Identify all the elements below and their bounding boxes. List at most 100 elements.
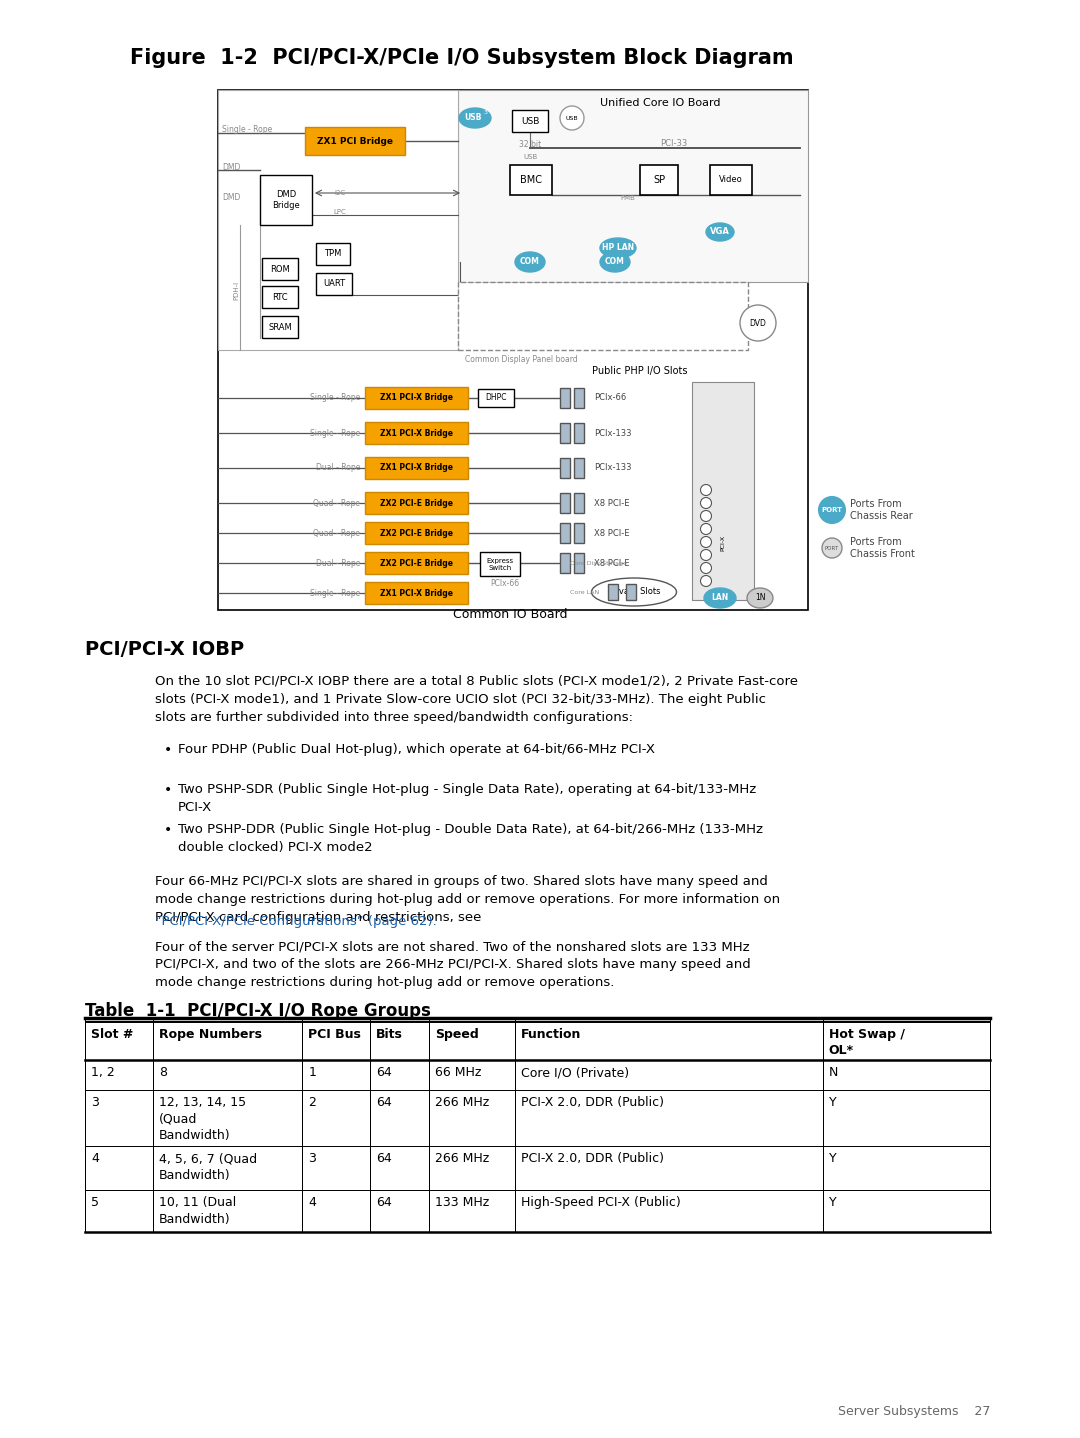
- Text: N: N: [828, 1066, 838, 1078]
- Text: 266 MHz: 266 MHz: [435, 1096, 489, 1109]
- Text: PCIx-133: PCIx-133: [594, 463, 632, 473]
- Text: PCIx-66: PCIx-66: [490, 580, 519, 588]
- Bar: [370, 1022, 429, 1060]
- Text: ZX1 PCI Bridge: ZX1 PCI Bridge: [318, 137, 393, 145]
- Text: Core LAN: Core LAN: [570, 590, 599, 594]
- Text: 4: 4: [91, 1152, 99, 1165]
- Text: VGA: VGA: [710, 227, 730, 236]
- Text: PCI/PCI-X IOBP: PCI/PCI-X IOBP: [85, 640, 244, 659]
- Bar: [262, 316, 298, 338]
- Bar: [823, 1191, 990, 1232]
- Text: TPM: TPM: [324, 250, 341, 259]
- Text: LAN: LAN: [712, 594, 729, 603]
- Bar: [515, 1060, 823, 1090]
- Text: PCIx-66: PCIx-66: [594, 394, 626, 403]
- Text: Four of the server PCI/PCI-X slots are not shared. Two of the nonshared slots ar: Four of the server PCI/PCI-X slots are n…: [156, 940, 751, 989]
- Text: Hot Swap /
OL*: Hot Swap / OL*: [828, 1028, 905, 1057]
- Text: BMC: BMC: [519, 175, 542, 186]
- Text: SP: SP: [653, 175, 665, 186]
- Text: X8 PCI-E: X8 PCI-E: [594, 558, 630, 568]
- Text: X8 PCI-E: X8 PCI-E: [594, 499, 630, 508]
- Text: Common Display Panel board: Common Display Panel board: [465, 355, 578, 364]
- Circle shape: [701, 485, 712, 496]
- Bar: [85, 1060, 153, 1090]
- Circle shape: [822, 538, 842, 558]
- Bar: [365, 421, 468, 444]
- Circle shape: [819, 498, 845, 523]
- Text: 32 bit: 32 bit: [518, 139, 541, 150]
- Bar: [302, 1022, 370, 1060]
- Ellipse shape: [706, 223, 734, 242]
- Text: Video: Video: [719, 175, 743, 184]
- Bar: [515, 1090, 823, 1146]
- Bar: [480, 552, 519, 577]
- Bar: [692, 383, 754, 600]
- Text: 1, 2: 1, 2: [91, 1066, 114, 1078]
- Bar: [561, 423, 570, 443]
- Text: ZX1 PCI-X Bridge: ZX1 PCI-X Bridge: [380, 394, 453, 403]
- Text: PMB: PMB: [620, 196, 635, 201]
- Bar: [823, 1060, 990, 1090]
- Bar: [370, 1060, 429, 1090]
- Bar: [305, 127, 405, 155]
- Text: 64: 64: [376, 1066, 392, 1078]
- Bar: [429, 1060, 515, 1090]
- Text: 2: 2: [308, 1096, 316, 1109]
- Text: ROM: ROM: [270, 265, 289, 273]
- Bar: [640, 165, 678, 196]
- Text: 4, 5, 6, 7 (Quad
Bandwidth): 4, 5, 6, 7 (Quad Bandwidth): [159, 1152, 257, 1182]
- Bar: [573, 523, 584, 544]
- Bar: [302, 1090, 370, 1146]
- Bar: [561, 554, 570, 572]
- Bar: [429, 1022, 515, 1060]
- Text: ZX2 PCI-E Bridge: ZX2 PCI-E Bridge: [380, 558, 453, 568]
- Bar: [573, 493, 584, 513]
- Text: 64: 64: [376, 1196, 392, 1209]
- Text: 266 MHz: 266 MHz: [435, 1152, 489, 1165]
- Text: Four PDHP (Public Dual Hot-plug), which operate at 64-bit/66-MHz PCI-X: Four PDHP (Public Dual Hot-plug), which …: [178, 743, 654, 756]
- Bar: [85, 1146, 153, 1191]
- Bar: [573, 423, 584, 443]
- Bar: [515, 1146, 823, 1191]
- Text: Core I/O (Private): Core I/O (Private): [521, 1066, 629, 1078]
- Text: ZX2 PCI-E Bridge: ZX2 PCI-E Bridge: [380, 499, 453, 508]
- Bar: [153, 1146, 302, 1191]
- Bar: [262, 257, 298, 280]
- Bar: [478, 390, 514, 407]
- Text: ZX2 PCI-E Bridge: ZX2 PCI-E Bridge: [380, 529, 453, 538]
- Text: Quad - Rope: Quad - Rope: [313, 499, 360, 508]
- Text: Function: Function: [521, 1028, 581, 1041]
- Text: 133 MHz: 133 MHz: [435, 1196, 489, 1209]
- Bar: [153, 1191, 302, 1232]
- Text: Server Subsystems    27: Server Subsystems 27: [838, 1405, 990, 1418]
- Text: Two PSHP-SDR (Public Single Hot-plug - Single Data Rate), operating at 64-bit/13: Two PSHP-SDR (Public Single Hot-plug - S…: [178, 784, 756, 814]
- Text: •: •: [164, 784, 172, 797]
- Circle shape: [701, 549, 712, 561]
- Text: 66 MHz: 66 MHz: [435, 1066, 482, 1078]
- Circle shape: [740, 305, 777, 341]
- Text: 64: 64: [376, 1152, 392, 1165]
- Text: LPC: LPC: [334, 209, 347, 216]
- Text: 1N: 1N: [755, 594, 766, 603]
- Bar: [260, 175, 312, 224]
- Text: Dual - Rope: Dual - Rope: [315, 463, 360, 473]
- Text: Ports From
Chassis Rear: Ports From Chassis Rear: [850, 499, 913, 521]
- Text: High-Speed PCI-X (Public): High-Speed PCI-X (Public): [521, 1196, 680, 1209]
- Text: Dual - Rope: Dual - Rope: [315, 558, 360, 568]
- Text: USB: USB: [566, 115, 578, 121]
- Bar: [573, 388, 584, 408]
- Text: Single - Rope: Single - Rope: [310, 429, 360, 437]
- Text: RTC: RTC: [272, 292, 287, 302]
- Text: PORT: PORT: [822, 508, 842, 513]
- Text: 1: 1: [308, 1066, 316, 1078]
- Text: PCIx-133: PCIx-133: [594, 429, 632, 437]
- Text: PCI-33: PCI-33: [660, 138, 687, 148]
- Text: ZX1 PCI-X Bridge: ZX1 PCI-X Bridge: [380, 463, 453, 473]
- Text: PCI-X: PCI-X: [720, 535, 725, 551]
- Text: USB: USB: [521, 116, 539, 125]
- Ellipse shape: [704, 588, 735, 608]
- Ellipse shape: [515, 252, 545, 272]
- Text: Two PSHP-DDR (Public Single Hot-plug - Double Data Rate), at 64-bit/266-MHz (133: Two PSHP-DDR (Public Single Hot-plug - D…: [178, 823, 762, 854]
- Text: Figure  1-2  PCI/PCI-X/PCIe I/O Subsystem Block Diagram: Figure 1-2 PCI/PCI-X/PCIe I/O Subsystem …: [130, 47, 794, 68]
- Bar: [573, 554, 584, 572]
